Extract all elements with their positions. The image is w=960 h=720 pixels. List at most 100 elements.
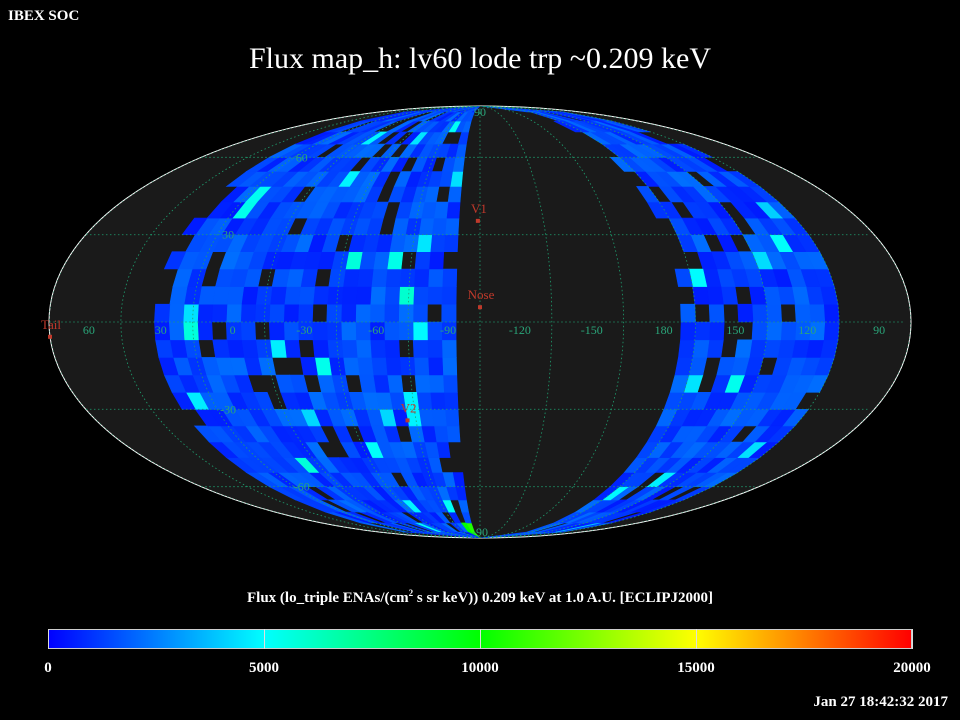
flux-cell — [283, 303, 299, 323]
flux-cell — [399, 268, 416, 287]
flux-cell — [269, 286, 287, 305]
flux-cell — [197, 321, 214, 341]
flux-cell — [163, 251, 187, 270]
flux-cell — [416, 391, 433, 410]
marker-label: Nose — [468, 287, 495, 302]
flux-cell — [412, 339, 429, 358]
flux-cell — [708, 303, 725, 323]
flux-cell — [441, 286, 457, 305]
latitude-label: -90 — [472, 525, 488, 539]
grid-lines — [49, 106, 911, 538]
flux-cell — [427, 286, 443, 305]
flux-cell — [737, 303, 754, 323]
latitude-label: 30 — [222, 228, 234, 242]
meridian-line — [120, 106, 481, 538]
flux-cell — [370, 357, 388, 376]
flux-cell — [341, 286, 358, 305]
flux-cell — [442, 374, 458, 393]
flux-cell — [412, 286, 429, 305]
flux-cell — [383, 321, 400, 341]
flux-cell — [168, 303, 185, 323]
marker-point — [478, 305, 482, 310]
flux-cell — [326, 339, 344, 358]
longitude-label: 150 — [726, 323, 744, 337]
flux-cell — [431, 217, 447, 235]
soc-label: IBEX SOC — [8, 8, 80, 24]
longitude-label: -30 — [296, 323, 312, 337]
colorbar-tick-label: 20000 — [893, 660, 931, 676]
flux-cell — [636, 186, 660, 203]
flux-cell — [412, 303, 428, 323]
flux-cell — [413, 268, 430, 287]
flux-cell — [734, 339, 753, 358]
flux-cell — [385, 357, 402, 376]
flux-cell — [446, 425, 461, 443]
longitude-label: 180 — [655, 323, 673, 337]
flux-cell — [429, 391, 446, 410]
flux-cell — [751, 303, 768, 323]
flux-cell — [370, 268, 388, 287]
flux-cell — [226, 286, 245, 305]
flux-cell — [447, 186, 462, 203]
flux-cell — [441, 268, 458, 287]
flux-cell — [225, 303, 242, 323]
flux-cell — [342, 357, 360, 376]
longitude-label: -120 — [509, 323, 531, 337]
flux-cell — [427, 268, 444, 287]
caption-suffix: s sr keV)) 0.209 keV at 1.0 A.U. [ECLIPJ… — [413, 590, 714, 606]
longitude-label: 120 — [798, 323, 816, 337]
meridian-line — [335, 106, 481, 538]
grid-labels: 60 30 0 -30 -60 -90 -120 -150 180 150 120 90 90 60 30 -… — [83, 105, 885, 539]
flux-cell — [680, 303, 696, 323]
flux-cell — [312, 321, 328, 341]
marker-point — [475, 218, 480, 223]
marker-label: V2 — [401, 400, 417, 415]
flux-cell — [692, 286, 710, 305]
flux-cell — [356, 268, 374, 287]
latitude-label: 90 — [474, 105, 486, 119]
flux-cell — [240, 321, 257, 341]
flux-cell — [240, 303, 257, 323]
flux-cell — [355, 339, 372, 358]
flux-cell — [708, 321, 725, 341]
flux-cell — [706, 339, 724, 358]
colorbar-tick-label: 10000 — [461, 660, 499, 676]
longitude-label: 90 — [873, 323, 885, 337]
flux-cell — [823, 321, 840, 341]
latitude-label: -60 — [294, 480, 310, 494]
flux-cell — [355, 286, 372, 305]
flux-cell — [326, 286, 344, 305]
flux-cell — [399, 357, 416, 376]
flux-cell — [369, 303, 385, 323]
flux-cell — [766, 321, 783, 341]
flux-cell — [443, 234, 459, 252]
colorbar-tick-label: 15000 — [677, 660, 715, 676]
flux-cell — [241, 339, 259, 358]
flux-cell — [300, 357, 318, 376]
meridian-line — [479, 106, 840, 538]
flux-cell — [386, 251, 404, 270]
timestamp: Jan 27 18:42:32 2017 — [813, 694, 948, 710]
flux-cell — [808, 303, 826, 323]
flux-cell — [255, 286, 273, 305]
flux-cell — [356, 357, 374, 376]
flux-cell — [226, 339, 245, 358]
marker-point — [405, 418, 410, 423]
colorbar-tick-mark — [48, 629, 49, 649]
flux-cell — [398, 286, 415, 305]
flux-cell — [283, 286, 301, 305]
flux-cell — [297, 303, 314, 323]
flux-cell — [414, 374, 431, 393]
flux-cell — [269, 339, 287, 358]
flux-cell — [328, 268, 346, 287]
flux-cell — [326, 321, 342, 341]
flux-cell — [748, 286, 767, 305]
flux-cell — [155, 339, 174, 358]
flux-cell — [441, 303, 457, 323]
flux-cell — [446, 201, 461, 219]
latitude-label: 60 — [296, 150, 308, 164]
colorbar-tick-mark — [912, 629, 913, 649]
colorbar-tick-mark — [480, 629, 481, 649]
flux-cell — [341, 339, 358, 358]
